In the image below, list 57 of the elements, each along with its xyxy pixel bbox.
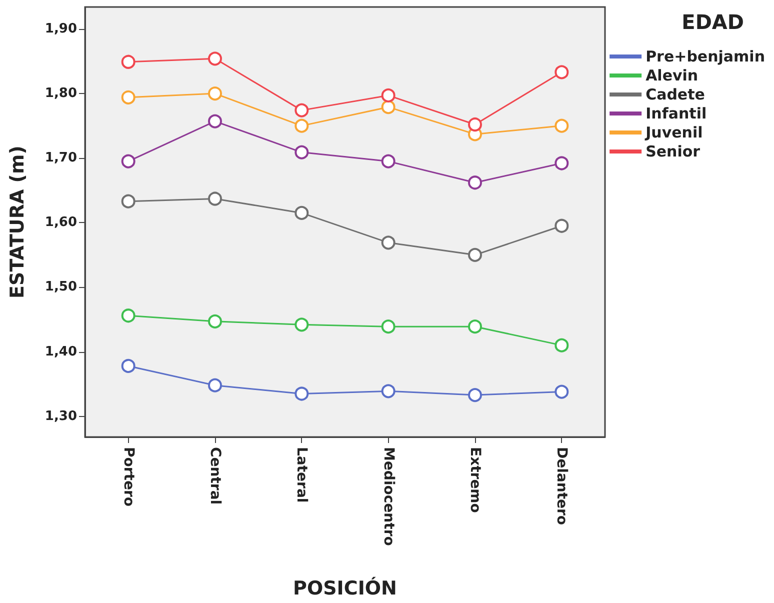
point: [208, 52, 222, 66]
point: [468, 388, 482, 402]
x-tick-label: Portero: [120, 447, 136, 507]
point: [294, 118, 309, 133]
point: [294, 318, 309, 332]
legend-label: Senior: [646, 142, 701, 160]
point: [294, 386, 309, 401]
legend-label: Infantil: [646, 104, 707, 122]
legend-label: Juvenil: [644, 124, 703, 142]
point: [381, 236, 396, 250]
point: [121, 194, 136, 208]
point: [554, 118, 569, 133]
x-tick-label: Central: [207, 447, 223, 505]
legend-label: Alevin: [646, 66, 698, 84]
y-tick-label: 1,90: [44, 21, 77, 36]
y-tick-label: 1,40: [44, 344, 77, 360]
point: [468, 118, 482, 132]
point: [294, 103, 309, 118]
point: [554, 65, 569, 80]
point: [121, 308, 136, 323]
point: [121, 154, 136, 168]
x-axis-title: POSICIÓN: [293, 576, 397, 600]
legend-title: EDAD: [682, 10, 744, 34]
legend-label: Pre+benjamin: [646, 48, 765, 66]
point: [121, 54, 136, 69]
point: [208, 114, 222, 128]
x-tick-label: Delantero: [554, 447, 570, 526]
point: [554, 156, 569, 170]
y-tick-label: 1,60: [44, 215, 77, 230]
point: [468, 248, 482, 262]
y-axis-title: ESTATURA (m): [6, 146, 28, 298]
point: [381, 384, 396, 398]
point: [294, 145, 309, 160]
point: [554, 218, 569, 233]
point: [381, 320, 396, 334]
point: [121, 90, 136, 104]
point: [121, 358, 136, 373]
point: [468, 176, 482, 190]
point: [208, 314, 222, 328]
point: [208, 86, 222, 101]
legend-label: Cadete: [646, 86, 705, 104]
point: [208, 378, 222, 392]
x-tick-label: Lateral: [294, 447, 310, 503]
point: [208, 192, 222, 206]
y-tick-label: 1,30: [44, 408, 77, 424]
point: [381, 154, 396, 168]
point: [468, 320, 482, 334]
y-tick-label: 1,50: [44, 280, 77, 295]
point: [381, 100, 396, 114]
y-tick-label: 1,80: [44, 86, 77, 102]
x-tick-label: Extremo: [467, 447, 483, 514]
point: [554, 384, 569, 399]
y-tick-label: 1,70: [44, 150, 77, 166]
point: [294, 206, 309, 220]
point: [554, 338, 569, 352]
point: [381, 88, 396, 102]
x-tick-label: Mediocentro: [380, 447, 396, 546]
